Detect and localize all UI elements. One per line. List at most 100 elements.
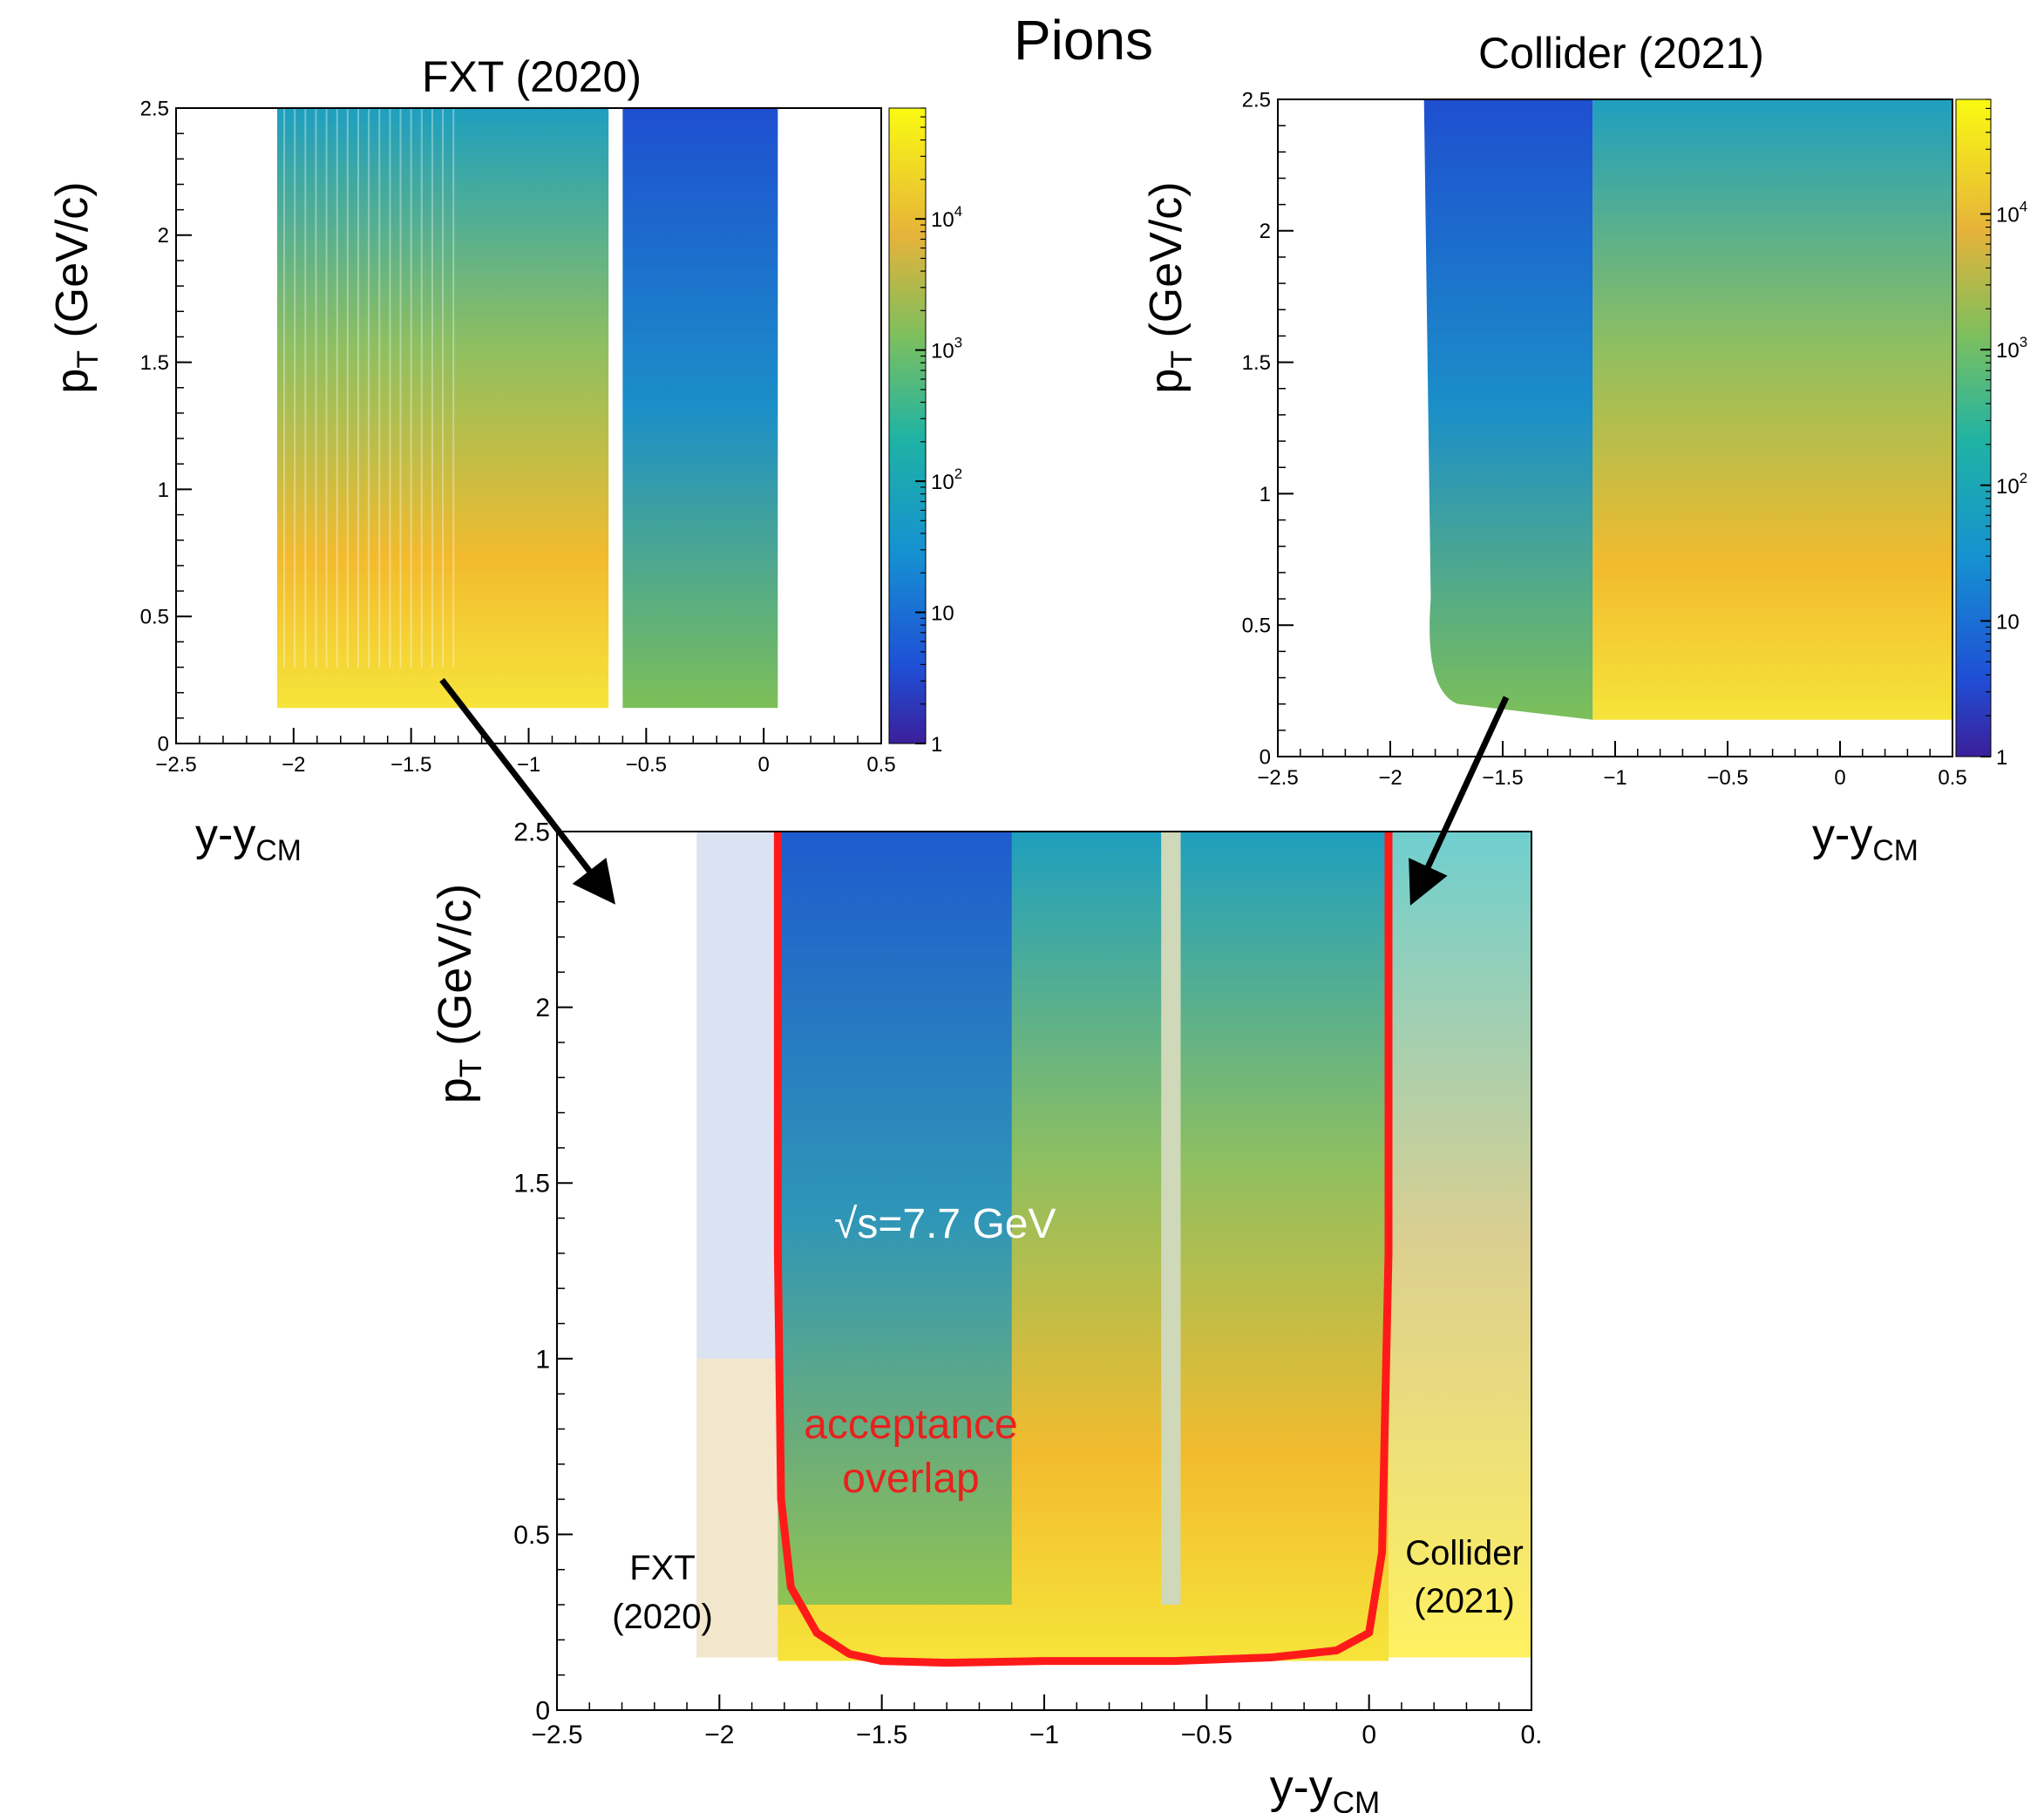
overlay-overlap-blue (778, 832, 1012, 1606)
colorbar-tick-base: 1 (931, 733, 942, 757)
colorbar-tick-label: 102 (1996, 470, 2027, 499)
y-axis-label-unit: (GeV/c) (1141, 181, 1192, 350)
arrow-fxt-to-overlay (439, 677, 615, 905)
y-axis-label-sub: T (1165, 350, 1199, 369)
colorbar-tick-base: 10 (1996, 475, 2020, 499)
y-tick-label: 0 (158, 732, 169, 756)
x-axis-label-main: y-y (195, 810, 255, 860)
panel-overlay: √s=7.7 GeV acceptance overlap FXT (2020) Coll… (429, 818, 1543, 1813)
x-axis-label: y-yCM (1270, 1761, 1381, 1813)
fxt-acceptance-right (622, 108, 778, 709)
y-axis-label-main: p (47, 369, 98, 394)
x-tick-label: −2.5 (155, 753, 196, 777)
y-axis-label-main: p (1141, 369, 1192, 394)
y-axis-label-sub: T (454, 1059, 488, 1077)
fxt-region-label-line1: FXT (629, 1549, 696, 1587)
x-axis-label-main: y-y (1270, 1761, 1333, 1813)
page-title: Pions (1014, 9, 1153, 71)
colorbar-tick-label: 103 (1996, 334, 2027, 363)
fxt-chart-title: FXT (2020) (422, 52, 642, 101)
x-tick-label: −1 (517, 753, 540, 777)
x-axis-label-sub: CM (1333, 1786, 1381, 1813)
colorbar-tick-exp: 3 (2020, 334, 2027, 350)
colorbar (888, 107, 927, 744)
fxt-region-label-line2: (2020) (612, 1598, 713, 1636)
y-tick-label: 0.5 (513, 1521, 550, 1550)
x-tick-label: −0.5 (1181, 1721, 1233, 1749)
x-axis-label: y-yCM (1812, 810, 1918, 867)
x-tick-label: −1.5 (1482, 766, 1523, 790)
x-tick-label: −0.5 (1707, 766, 1748, 790)
colorbar-tick-base: 10 (1996, 610, 2020, 634)
colorbar-tick-label: 104 (1996, 199, 2027, 227)
y-axis-label-unit: (GeV/c) (429, 884, 481, 1059)
overlap-boundary-line (773, 832, 1393, 1667)
x-tick-label: 0. (1520, 1721, 1542, 1749)
colorbar-tick-exp: 2 (954, 465, 962, 482)
energy-annotation: √s=7.7 GeV (834, 1201, 1056, 1247)
collider-acceptance-edge (1423, 99, 1593, 720)
colorbar-tick-base: 1 (1996, 746, 2007, 770)
y-tick-label: 0.5 (140, 606, 169, 629)
colorbar-tick-exp: 3 (954, 335, 962, 351)
overlay-fxt-gap (1161, 832, 1181, 1606)
y-tick-label: 0 (1260, 745, 1271, 769)
colorbar-tick-base: 10 (931, 340, 954, 363)
overlap-label-line1: acceptance (804, 1402, 1018, 1448)
colorbar (1955, 98, 1992, 757)
x-tick-label: −1.5 (390, 753, 431, 777)
colorbar-tick-base: 10 (931, 471, 954, 494)
colorbar-tick-base: 10 (1996, 339, 2020, 363)
x-tick-label: −2 (704, 1721, 734, 1749)
colorbar-tick-exp: 4 (2020, 199, 2027, 215)
y-axis-label-sub: T (71, 350, 105, 369)
overlay-fxt-pale-low (696, 1358, 778, 1658)
y-tick-label: 0.5 (1242, 615, 1271, 638)
y-axis-label: pT (GeV/c) (1141, 181, 1199, 393)
collider-chart-title: Collider (2021) (1478, 29, 1764, 78)
arrow-collider-to-overlay (1409, 696, 1510, 906)
y-tick-label: 1 (535, 1345, 550, 1374)
y-axis-label: pT (GeV/c) (429, 884, 488, 1104)
x-tick-label: −2 (1378, 766, 1402, 790)
x-axis-label: y-yCM (195, 810, 302, 867)
collider-region-label-line2: (2021) (1414, 1582, 1515, 1620)
y-tick-label: 2.5 (140, 97, 169, 120)
colorbar-tick-exp: 2 (2020, 470, 2027, 486)
x-tick-label: −2 (282, 753, 305, 777)
y-axis-label: pT (GeV/c) (47, 181, 105, 393)
colorbar-tick-label: 104 (931, 203, 962, 232)
colorbar-tick-base: 10 (931, 602, 954, 626)
y-tick-label: 1 (1260, 483, 1271, 506)
x-tick-label: 0 (757, 753, 769, 777)
y-tick-label: 0 (535, 1697, 550, 1726)
y-tick-label: 2 (535, 994, 550, 1022)
collider-region-label-line1: Collider (1405, 1534, 1524, 1572)
colorbar-tick-label: 103 (931, 335, 962, 363)
x-tick-label: −2.5 (1257, 766, 1298, 790)
x-axis-label-sub: CM (1872, 834, 1918, 867)
colorbar-tick-label: 1 (931, 733, 942, 757)
collider-acceptance-core (1592, 99, 1952, 720)
panel-collider: Collider (2021) −2.5 −2 −1.5 −1 −0.5 0 0.5 0 0.5 1… (1141, 29, 2027, 867)
y-tick-label: 2 (1260, 220, 1271, 243)
panel-fxt: FXT (2020) −2.5 −2 −1.5 −1 −0.5 0 0.5 0 0.5 1 1.5 2 2… (47, 52, 962, 867)
y-tick-label: 2.5 (1242, 88, 1271, 112)
x-tick-label: 0.5 (866, 753, 895, 777)
y-tick-label: 1 (158, 479, 169, 502)
y-tick-label: 2.5 (513, 818, 550, 847)
y-axis-label-unit: (GeV/c) (47, 181, 98, 350)
x-tick-label: −1.5 (856, 1721, 907, 1749)
x-axis-label-main: y-y (1812, 810, 1872, 860)
x-tick-label: −2.5 (531, 1721, 582, 1749)
colorbar-tick-label: 10 (931, 602, 954, 626)
x-tick-label: −0.5 (626, 753, 667, 777)
x-axis-label-sub: CM (255, 834, 302, 867)
overlap-label-line2: overlap (842, 1456, 979, 1502)
x-tick-label: −1 (1603, 766, 1626, 790)
colorbar-tick-label: 102 (931, 465, 962, 494)
colorbar-tick-base: 10 (931, 208, 954, 232)
colorbar-tick-base: 10 (1996, 204, 2020, 227)
x-tick-label: 0 (1362, 1721, 1376, 1749)
